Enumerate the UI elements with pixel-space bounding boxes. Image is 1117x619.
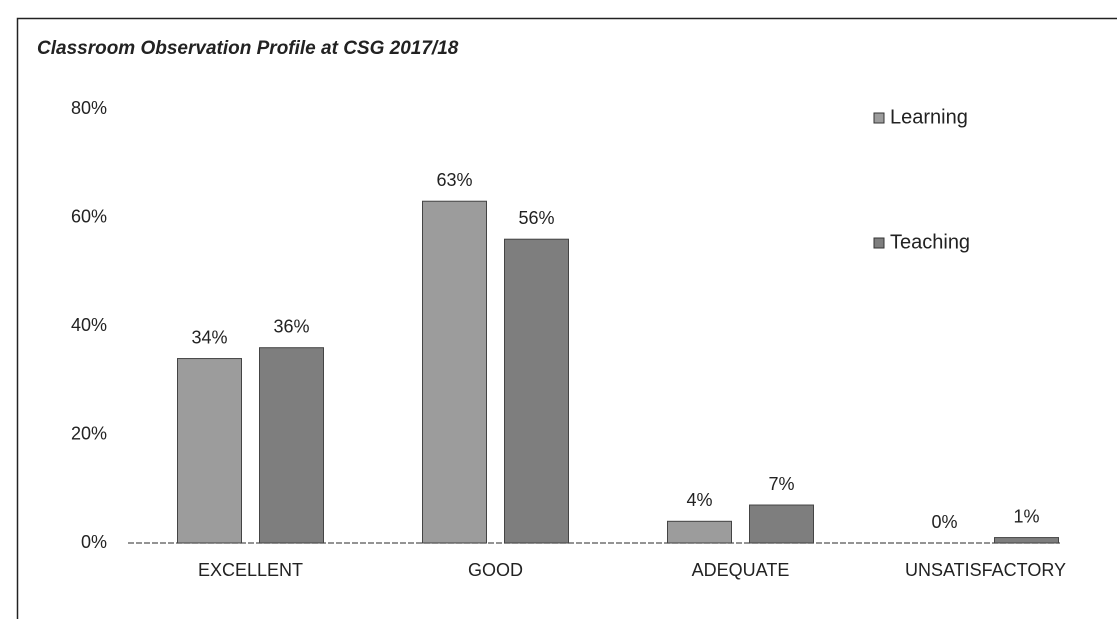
value-label: 34% — [191, 327, 227, 347]
legend-label: Teaching — [890, 231, 970, 253]
value-label: 36% — [273, 316, 309, 336]
y-tick-label: 40% — [71, 315, 107, 335]
x-tick-label: EXCELLENT — [198, 560, 303, 580]
bar — [177, 358, 242, 544]
y-tick-label: 20% — [71, 423, 107, 443]
legend-swatch — [873, 112, 885, 124]
value-label: 1% — [1013, 506, 1039, 526]
bar — [504, 238, 569, 544]
x-tick-label: ADEQUATE — [692, 560, 790, 580]
chart-frame — [16, 17, 1117, 619]
value-label: 0% — [931, 512, 957, 532]
value-label: 63% — [436, 170, 472, 190]
value-label: 56% — [518, 208, 554, 228]
bar — [422, 200, 487, 544]
y-tick-label: 0% — [81, 532, 107, 552]
bar — [667, 520, 732, 544]
y-tick-label: 60% — [71, 206, 107, 226]
value-label: 7% — [768, 474, 794, 494]
x-tick-label: GOOD — [468, 560, 523, 580]
legend-swatch — [873, 237, 885, 249]
bar — [749, 504, 814, 544]
x-tick-label: UNSATISFACTORY — [905, 560, 1066, 580]
y-tick-label: 80% — [71, 98, 107, 118]
legend-label: Learning — [890, 106, 968, 128]
bar — [994, 537, 1059, 544]
chart-title: Classroom Observation Profile at CSG 201… — [37, 38, 459, 59]
value-label: 4% — [686, 490, 712, 510]
bar — [259, 347, 324, 544]
